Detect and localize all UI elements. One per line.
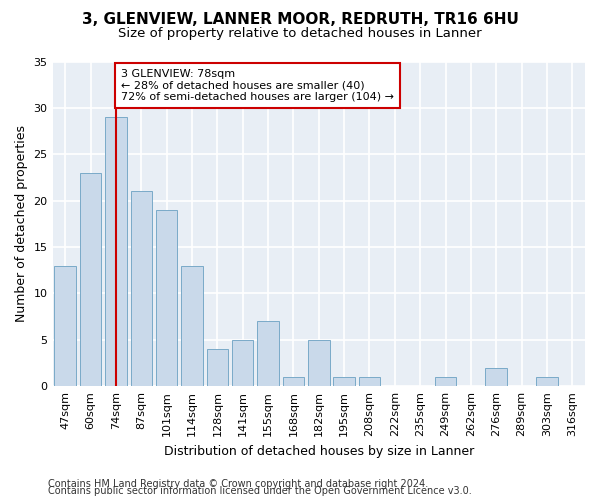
Bar <box>334 377 355 386</box>
Text: Contains HM Land Registry data © Crown copyright and database right 2024.: Contains HM Land Registry data © Crown c… <box>48 479 428 489</box>
Text: 3 GLENVIEW: 78sqm
← 28% of detached houses are smaller (40)
72% of semi-detached: 3 GLENVIEW: 78sqm ← 28% of detached hous… <box>121 69 394 102</box>
Bar <box>283 377 304 386</box>
Bar <box>181 266 203 386</box>
Bar <box>435 377 457 386</box>
Bar <box>257 321 279 386</box>
X-axis label: Distribution of detached houses by size in Lanner: Distribution of detached houses by size … <box>164 444 474 458</box>
Bar <box>536 377 558 386</box>
Y-axis label: Number of detached properties: Number of detached properties <box>15 126 28 322</box>
Text: 3, GLENVIEW, LANNER MOOR, REDRUTH, TR16 6HU: 3, GLENVIEW, LANNER MOOR, REDRUTH, TR16 … <box>82 12 518 28</box>
Bar <box>232 340 253 386</box>
Bar <box>308 340 329 386</box>
Text: Contains public sector information licensed under the Open Government Licence v3: Contains public sector information licen… <box>48 486 472 496</box>
Bar <box>206 349 228 386</box>
Bar <box>55 266 76 386</box>
Bar <box>131 192 152 386</box>
Bar <box>156 210 178 386</box>
Bar <box>485 368 507 386</box>
Text: Size of property relative to detached houses in Lanner: Size of property relative to detached ho… <box>118 28 482 40</box>
Bar <box>359 377 380 386</box>
Bar <box>105 117 127 386</box>
Bar <box>80 173 101 386</box>
